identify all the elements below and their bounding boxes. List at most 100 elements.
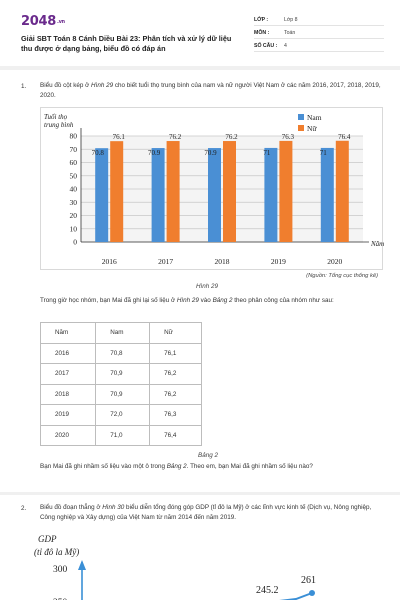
y-axis-label: GDP <box>38 534 57 544</box>
legend-label: Nam <box>307 113 322 122</box>
table-cell: 76,1 <box>149 342 202 364</box>
table-header-cell: Năm <box>39 322 97 344</box>
table-cell: 2020 <box>39 424 97 446</box>
bar-nam <box>208 148 221 242</box>
question-number: 2. <box>21 505 27 512</box>
meta-value: 4 <box>284 42 287 49</box>
data-table: Năm Nam Nữ 2016 70,8 76,1 2017 70,9 76,2… <box>39 322 202 446</box>
meta-panel: LỚP : Lớp 8 MÔN : Toán SỐ CÂU : 4 <box>254 14 384 53</box>
table-row: 2019 72,0 76,3 <box>39 404 202 426</box>
text: . Theo em, bạn Mai đã ghi nhầm số liệu n… <box>186 463 313 470</box>
bar-nam <box>95 148 109 242</box>
table-ref: Bảng 2 <box>166 463 187 470</box>
question2-text: Biểu đồ đoạn thẳng ở Hình 30 biểu diễn t… <box>40 503 384 523</box>
table-cell: 70,8 <box>95 342 151 364</box>
question1-para2: Trong giờ học nhóm, bạn Mai đã ghi lại s… <box>40 296 384 306</box>
data-label: 261 <box>301 575 316 586</box>
x-tick-label: 2020 <box>327 257 342 266</box>
table-cell: 76,2 <box>149 383 202 405</box>
y-tick-label: 10 <box>70 224 78 233</box>
figure-caption: Hình 29 <box>196 283 219 290</box>
bar-data-label: 76.2 <box>225 133 238 141</box>
x-axis-label: Năm <box>370 240 384 248</box>
table-row: 2018 70,9 76,2 <box>39 383 202 405</box>
text: cho biết tuổi thọ trung bình của nam và … <box>40 82 381 99</box>
text: vào <box>198 297 213 304</box>
table-cell: 72,0 <box>95 404 151 426</box>
table-row: 2016 70,8 76,1 <box>39 342 202 364</box>
bar-nu <box>110 141 124 242</box>
bar-nu <box>223 141 236 242</box>
bar-nu <box>166 141 180 242</box>
line-chart-svg: GDP (tỉ đô la Mỹ) 300 250 245.2 261 <box>34 534 316 600</box>
bar-data-label: 76.4 <box>338 133 351 141</box>
meta-row-subject: MÔN : Toán <box>254 27 384 39</box>
figure-ref: Hình 30 <box>102 504 125 511</box>
text: Bạn Mai đã ghi nhầm số liệu vào một ô tr… <box>40 463 167 470</box>
legend-swatch <box>298 125 304 131</box>
text: theo phân công của nhóm như sau: <box>232 297 334 304</box>
text: Biểu đồ đoạn thẳng ở <box>40 504 103 511</box>
table-ref: Bảng 2 <box>212 297 233 304</box>
meta-row-grade: LỚP : Lớp 8 <box>254 14 384 26</box>
table-cell: 2016 <box>39 342 97 364</box>
table-cell: 71,0 <box>95 424 151 446</box>
y-tick-label: 80 <box>70 132 78 141</box>
y-tick-label: 0 <box>73 238 77 247</box>
table-cell: 2017 <box>39 363 97 385</box>
chart-source: (Nguồn: Tổng cục thống kê) <box>306 273 378 279</box>
legend-label: Nữ <box>307 124 317 133</box>
logo-suffix: .vn <box>56 18 65 25</box>
x-tick-label: 2016 <box>102 257 117 266</box>
divider <box>0 492 400 495</box>
x-tick-label: 2017 <box>158 257 173 266</box>
legend-swatch <box>298 114 304 120</box>
y-axis-label: trung bình <box>44 121 74 129</box>
x-tick-label: 2018 <box>215 257 230 266</box>
series-line <box>279 592 313 600</box>
meta-value: Lớp 8 <box>284 16 298 23</box>
x-tick-label: 2019 <box>271 257 286 266</box>
table-header-row: Năm Nam Nữ <box>39 322 202 344</box>
bar-nu <box>335 140 349 242</box>
table-row: 2017 70,9 76,2 <box>39 363 202 385</box>
y-axis-label: Tuổi thọ <box>44 113 68 121</box>
meta-value: Toán <box>284 29 296 36</box>
data-point <box>309 590 315 596</box>
bar-data-label: 70.8 <box>92 149 105 157</box>
data-label: 245.2 <box>256 585 279 596</box>
figure-ref: Hình 29 <box>176 297 199 304</box>
bar-nam <box>320 147 334 242</box>
y-tick-label: 300 <box>53 565 68 575</box>
y-tick-label: 30 <box>70 198 78 207</box>
table-cell: 2018 <box>39 383 97 405</box>
table-cell: 2019 <box>39 404 97 426</box>
table-cell: 70,9 <box>95 383 151 405</box>
y-axis-label: (tỉ đô la Mỹ) <box>34 547 79 557</box>
meta-key: LỚP : <box>254 16 269 23</box>
site-logo[interactable]: 2048.vn <box>21 14 65 29</box>
divider <box>0 66 400 70</box>
bar-nam <box>264 147 278 242</box>
bar-chart-life-expectancy: 0 10 20 30 40 50 60 70 80 Tuổi thọ trung bình Năm 70… <box>40 107 384 270</box>
y-axis-arrow <box>78 560 86 570</box>
y-tick-label: 20 <box>70 211 78 220</box>
logo-text: 2048 <box>21 14 56 29</box>
y-tick-label: 250 <box>53 598 68 600</box>
bar-nam <box>151 148 165 242</box>
bar-data-label: 70.9 <box>148 149 161 157</box>
meta-row-count: SỐ CÂU : 4 <box>254 40 384 52</box>
y-tick-label: 50 <box>70 171 78 180</box>
bar-data-label: 71 <box>263 149 271 157</box>
table-cell: 76,2 <box>149 363 202 385</box>
table-header-cell: Nam <box>95 322 151 344</box>
meta-key: MÔN : <box>254 29 270 36</box>
meta-key: SỐ CÂU : <box>254 42 278 49</box>
table-row: 2020 71,0 76,4 <box>39 424 202 446</box>
y-tick-label: 40 <box>70 185 78 194</box>
line-chart-gdp: GDP (tỉ đô la Mỹ) 300 250 245.2 261 <box>34 532 400 600</box>
table-cell: 76,4 <box>149 424 202 446</box>
bar-data-label: 71 <box>320 149 328 157</box>
table-cell: 70,9 <box>95 363 151 385</box>
